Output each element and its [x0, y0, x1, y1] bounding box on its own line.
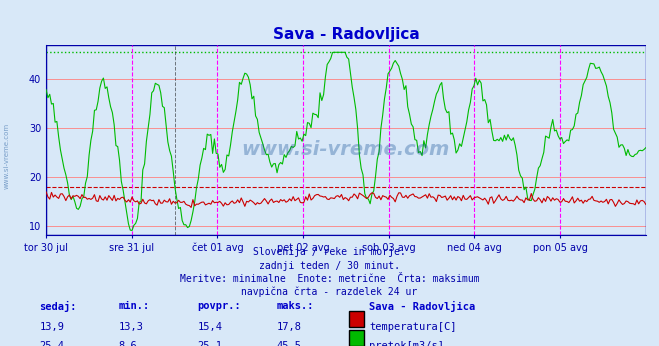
Text: temperatura[C]: temperatura[C]: [369, 322, 457, 332]
Text: povpr.:: povpr.:: [198, 301, 241, 311]
Text: pretok[m3/s]: pretok[m3/s]: [369, 341, 444, 346]
Text: Sava - Radovljica: Sava - Radovljica: [369, 301, 475, 312]
Text: 17,8: 17,8: [277, 322, 302, 332]
Text: www.si-vreme.com: www.si-vreme.com: [242, 140, 450, 159]
Text: 8,6: 8,6: [119, 341, 137, 346]
Text: www.si-vreme.com: www.si-vreme.com: [3, 122, 9, 189]
Bar: [46, 45, 646, 235]
Text: 15,4: 15,4: [198, 322, 223, 332]
Text: maks.:: maks.:: [277, 301, 314, 311]
Text: min.:: min.:: [119, 301, 150, 311]
Text: sedaj:: sedaj:: [40, 301, 77, 312]
Text: 45,5: 45,5: [277, 341, 302, 346]
Text: 13,9: 13,9: [40, 322, 65, 332]
Text: 13,3: 13,3: [119, 322, 144, 332]
Text: zadnji teden / 30 minut.: zadnji teden / 30 minut.: [259, 261, 400, 271]
Text: 25,1: 25,1: [198, 341, 223, 346]
Text: 25,4: 25,4: [40, 341, 65, 346]
Text: Slovenija / reke in morje.: Slovenija / reke in morje.: [253, 247, 406, 257]
Title: Sava - Radovljica: Sava - Radovljica: [273, 27, 419, 43]
Text: navpična črta - razdelek 24 ur: navpična črta - razdelek 24 ur: [241, 287, 418, 297]
Text: Meritve: minimalne  Enote: metrične  Črta: maksimum: Meritve: minimalne Enote: metrične Črta:…: [180, 274, 479, 284]
